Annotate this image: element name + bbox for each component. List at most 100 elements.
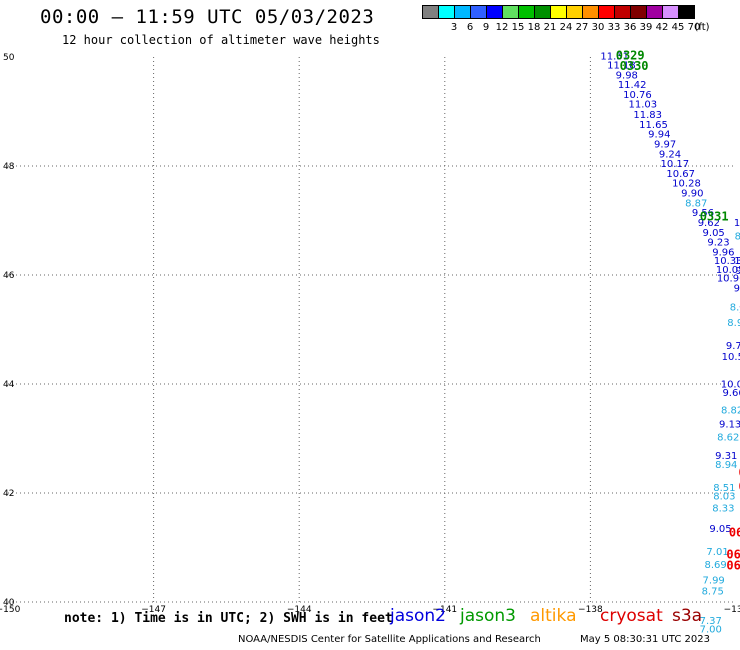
pass-time-label: 0636 <box>726 558 740 572</box>
y-tick-label: 44 <box>3 380 15 390</box>
pass-time-label: 0331 <box>700 210 729 224</box>
color-scale-unit: (ft) <box>694 22 710 33</box>
color-scale-legend: 3 6 9 12 15 18 21 24 27 30 33 36 39 42 45 70 (ft) <box>422 5 710 33</box>
wave-height-label: 10.17 <box>661 159 690 170</box>
color-scale-label: 9 <box>482 22 490 33</box>
wave-height-label: 7.01 <box>706 547 728 558</box>
pass-time-label: 0636 <box>726 547 740 561</box>
wave-height-label: 11.03 <box>628 100 657 111</box>
color-scale-label: 24 <box>559 22 573 33</box>
legend-item-altika: altika <box>530 606 577 626</box>
wave-height-label: 9.96 <box>712 247 734 258</box>
pass-time-label: 0636 <box>729 526 740 540</box>
wave-height-label: 9.98 <box>616 70 638 81</box>
color-scale-swatches <box>422 5 695 19</box>
color-scale-label: 36 <box>623 22 637 33</box>
y-tick-label: 50 <box>3 53 15 63</box>
wave-height-label: 9.13 <box>719 420 740 431</box>
legend-item-s3a: s3a <box>672 606 703 626</box>
color-scale-label: 30 <box>591 22 605 33</box>
legend-item-cryosat: cryosat <box>600 606 663 626</box>
wave-height-label: 8.03 <box>713 492 735 503</box>
footnote: note: 1) Time is in UTC; 2) SWH is in fe… <box>64 611 393 626</box>
wave-height-label: 9.71 <box>726 341 740 352</box>
wave-height-label: 8.51 <box>713 483 735 494</box>
color-scale-label: 12 <box>495 22 509 33</box>
wave-height-label: 10.23 <box>734 256 740 267</box>
wave-height-label: 8.39 <box>730 302 740 313</box>
color-scale-label: 45 <box>671 22 685 33</box>
wave-height-label: 11.42 <box>618 80 647 91</box>
wave-height-label: 10.37 <box>739 305 740 316</box>
wave-height-label: 9.90 <box>681 189 703 200</box>
wave-height-label: 9.59 <box>736 266 740 277</box>
x-tick-label: −147 <box>141 605 166 615</box>
wave-height-label: 9.94 <box>648 130 670 141</box>
color-scale-label: 39 <box>639 22 653 33</box>
legend-item-jason2: jason2 <box>390 606 446 626</box>
wave-height-label: 9.31 <box>715 451 737 462</box>
wave-height-label: 7.00 <box>700 625 722 636</box>
color-scale-label: 15 <box>511 22 525 33</box>
credit-line: NOAA/NESDIS Center for Satellite Applica… <box>238 634 541 645</box>
wave-height-label: 8.73 <box>735 232 740 243</box>
color-scale-label: 33 <box>607 22 621 33</box>
wave-height-label: 9.05 <box>709 524 731 535</box>
wave-height-label: 7.37 <box>700 616 722 627</box>
y-tick-label: 42 <box>3 489 14 499</box>
wave-height-label: 9.56 <box>692 208 714 219</box>
pass-time-label: 0329 <box>616 49 645 63</box>
pass-time-label: 0636 <box>739 479 740 493</box>
wave-height-label: 8.69 <box>704 560 726 571</box>
wave-height-label: 10.00 <box>721 379 740 390</box>
pass-time-label: 0636 <box>739 466 740 480</box>
wave-height-label: 11.18 <box>607 60 636 71</box>
wave-height-label: 9.23 <box>707 238 729 249</box>
wave-height-label: 8.75 <box>702 586 724 597</box>
wave-height-label: 10.28 <box>672 179 701 190</box>
wave-height-label: 10.33 <box>714 256 740 267</box>
wave-height-label: 11.65 <box>639 120 668 131</box>
wave-height-label: 8.62 <box>717 433 739 444</box>
y-tick-label: 48 <box>3 162 15 172</box>
wave-height-label: 9.24 <box>659 149 681 160</box>
pass-time-label: 0330 <box>620 59 649 73</box>
wave-height-label: 10.05 <box>716 265 740 276</box>
wave-height-label: 8.90 <box>727 318 740 329</box>
color-scale-label: 3 <box>450 22 458 33</box>
color-scale-label: 70 <box>687 22 701 33</box>
generated-timestamp: May 5 08:30:31 UTC 2023 <box>580 634 710 645</box>
color-scale-label: 27 <box>575 22 589 33</box>
x-tick-label: −150 <box>0 605 21 615</box>
wave-height-label: 8.87 <box>685 198 707 209</box>
wave-height-label: 9.86 <box>734 283 740 294</box>
x-tick-label: −141 <box>432 605 457 615</box>
x-tick-label: −138 <box>578 605 603 615</box>
wave-height-label: 9.05 <box>703 228 725 239</box>
wave-height-label: 11.83 <box>633 110 662 121</box>
legend-item-jason3: jason3 <box>460 606 516 626</box>
wave-height-label: 7.99 <box>703 575 725 586</box>
wave-height-label: 9.66 <box>722 388 740 399</box>
wave-height-label: 9.97 <box>654 139 676 150</box>
page-title: 00:00 — 11:59 UTC 05/03/2023 <box>40 6 375 28</box>
color-scale-label: 6 <box>466 22 474 33</box>
wave-height-label: 10.76 <box>623 90 652 101</box>
x-tick-label: −144 <box>287 605 312 615</box>
color-scale-label: 18 <box>527 22 541 33</box>
color-scale-label: 42 <box>655 22 669 33</box>
y-tick-label: 40 <box>3 598 15 608</box>
wave-height-label: 11.31 <box>600 52 629 63</box>
x-tick-label: −135 <box>724 605 740 615</box>
wave-height-label: 8.33 <box>712 504 734 515</box>
y-tick-label: 46 <box>3 271 15 281</box>
wave-height-label: 10.67 <box>666 169 695 180</box>
wave-height-label: 8.82 <box>721 405 740 416</box>
wave-height-label: 8.94 <box>715 460 737 471</box>
wave-height-label: 10.24 <box>734 218 740 229</box>
wave-height-label: 9.62 <box>698 218 720 229</box>
wave-height-label: 10.96 <box>717 274 740 285</box>
wave-height-label: 10.52 <box>722 352 740 363</box>
page-subtitle: 12 hour collection of altimeter wave hei… <box>62 33 380 47</box>
color-scale-label: 21 <box>543 22 557 33</box>
